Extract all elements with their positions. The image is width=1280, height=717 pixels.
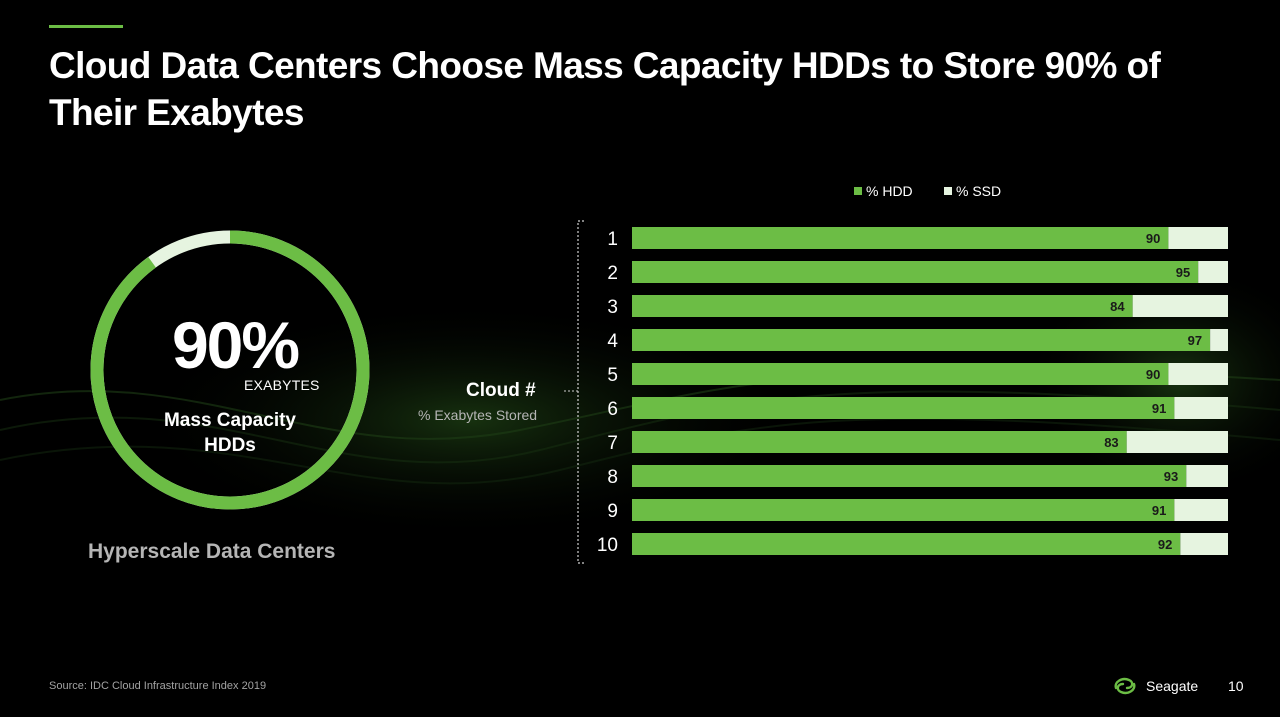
title-accent-rule xyxy=(49,25,123,28)
ring-hdd-arc xyxy=(90,230,370,510)
headline-caption: Mass Capacity HDDs xyxy=(163,410,296,456)
bar-ssd xyxy=(1174,499,1228,521)
cloud-tick-label: 2 xyxy=(607,263,618,284)
stacked-bar-chart: % HDD % SSD 1 90 2 95 3 84 4 97 5 90 6 91 7 83 8 93 9 91 10 9… xyxy=(564,183,1228,564)
bar-ssd xyxy=(1168,227,1228,249)
headline-value: 90% xyxy=(171,308,300,382)
cloud-tick-label: 7 xyxy=(607,433,618,454)
bar-hdd xyxy=(632,329,1211,351)
bar-hdd xyxy=(632,465,1187,487)
cloud-tick-label: 4 xyxy=(607,331,618,352)
bar-ssd xyxy=(1198,261,1228,283)
bar-hdd-data-label: 91 xyxy=(1152,503,1166,518)
bar-hdd xyxy=(632,295,1133,317)
bar-hdd-data-label: 90 xyxy=(1146,367,1160,382)
bar-ssd xyxy=(1210,329,1228,351)
cloud-tick-label: 8 xyxy=(607,467,618,488)
brand-block: Seagate xyxy=(1112,674,1198,698)
bar-hdd-data-label: 92 xyxy=(1158,537,1172,552)
bar-ssd xyxy=(1180,533,1228,555)
bar-hdd xyxy=(632,397,1175,419)
bar-hdd-data-label: 84 xyxy=(1110,299,1125,314)
bar-hdd xyxy=(632,499,1175,521)
cloud-tick-label: 10 xyxy=(597,535,618,556)
slide-title: Cloud Data Centers Choose Mass Capacity … xyxy=(49,45,1161,133)
brand-name: Seagate xyxy=(1146,678,1199,694)
cloud-tick-label: 3 xyxy=(607,297,618,318)
hdd-share-ring xyxy=(90,230,370,510)
page-number: 10 xyxy=(1228,678,1244,694)
bar-ssd xyxy=(1126,431,1228,453)
bar-hdd-data-label: 93 xyxy=(1164,469,1178,484)
bar-hdd-data-label: 97 xyxy=(1188,333,1202,348)
bar-hdd xyxy=(632,363,1169,385)
legend-swatch xyxy=(854,187,862,195)
axis-bracket xyxy=(577,220,584,564)
bar-ssd xyxy=(1132,295,1228,317)
source-note: Source: IDC Cloud Infrastructure Index 2… xyxy=(49,680,267,692)
legend-label: % SSD xyxy=(956,183,1001,199)
bar-ssd xyxy=(1174,397,1228,419)
bar-hdd-data-label: 91 xyxy=(1152,401,1166,416)
bar-hdd xyxy=(632,261,1199,283)
cloud-tick-label: 9 xyxy=(607,501,618,522)
bar-hdd xyxy=(632,533,1181,555)
bar-ssd xyxy=(1168,363,1228,385)
seagate-swirl-icon xyxy=(1114,677,1136,695)
headline-unit: EXABYTES xyxy=(244,377,320,393)
legend-label: % HDD xyxy=(866,183,913,199)
cloud-tick-label: 6 xyxy=(607,399,618,420)
bar-hdd-data-label: 90 xyxy=(1146,231,1160,246)
bar-ssd xyxy=(1186,465,1228,487)
axis-subtitle: % Exabytes Stored xyxy=(418,407,538,423)
cloud-tick-label: 1 xyxy=(607,229,618,250)
bar-hdd xyxy=(632,431,1127,453)
legend-swatch xyxy=(944,187,952,195)
left-footer: Hyperscale Data Centers xyxy=(88,540,336,563)
bar-hdd-data-label: 83 xyxy=(1104,435,1118,450)
axis-title: Cloud # xyxy=(466,380,536,401)
cloud-tick-label: 5 xyxy=(607,365,618,386)
bar-hdd-data-label: 95 xyxy=(1176,265,1190,280)
bar-hdd xyxy=(632,227,1169,249)
